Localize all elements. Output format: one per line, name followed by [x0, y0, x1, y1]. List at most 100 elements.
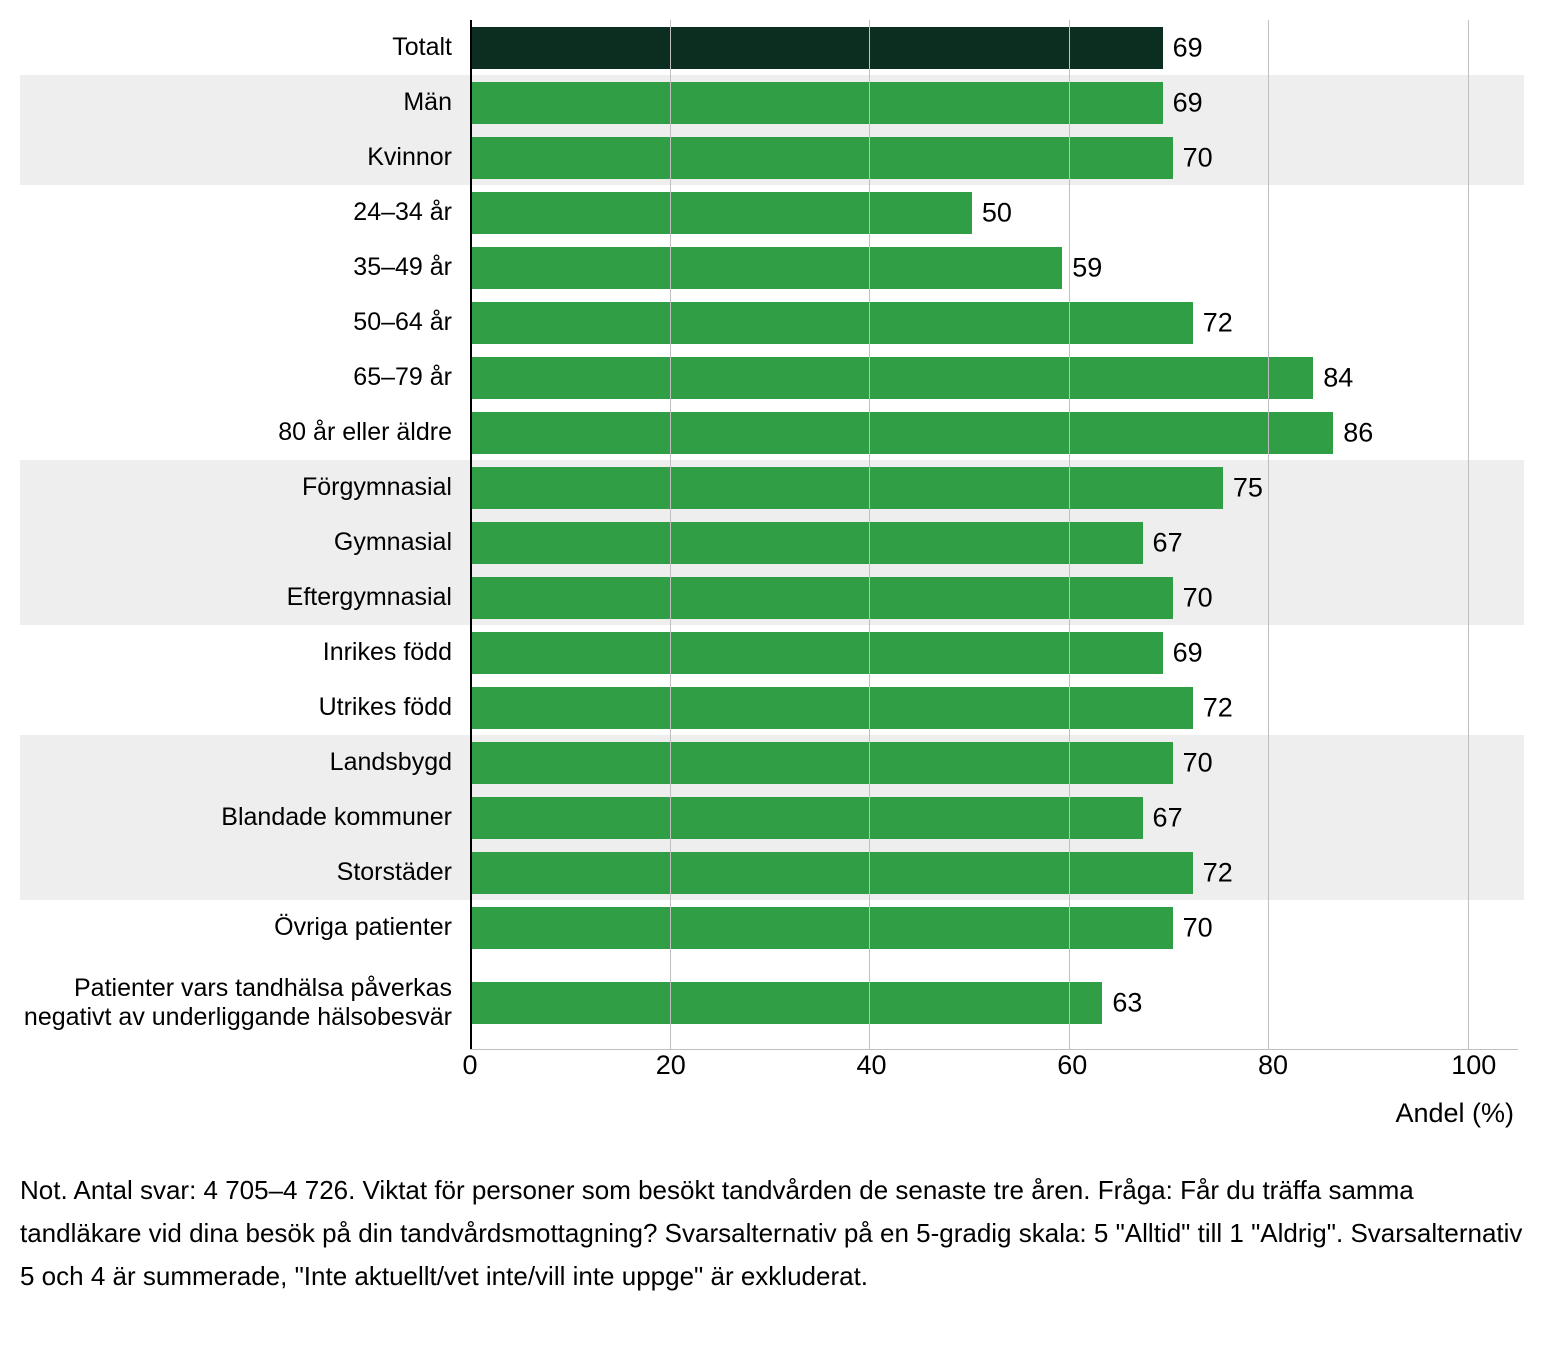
- chart-row: Utrikes född72: [20, 680, 1524, 735]
- bar-cell: 72: [470, 845, 1524, 900]
- x-axis-ticks: 020406080100: [470, 1050, 1524, 1090]
- value-label: 84: [1323, 362, 1353, 393]
- bar-cell: 72: [470, 295, 1524, 350]
- bar-highlight: 69: [470, 27, 1163, 69]
- category-label: Landsbygd: [20, 748, 470, 777]
- chart-row: 35–49 år59: [20, 240, 1524, 295]
- bar: 67: [470, 522, 1143, 564]
- value-label: 72: [1203, 692, 1233, 723]
- chart-row: Eftergymnasial70: [20, 570, 1524, 625]
- chart-row: Inrikes född69: [20, 625, 1524, 680]
- category-label: Övriga patienter: [20, 913, 470, 942]
- value-label: 50: [982, 197, 1012, 228]
- bar-cell: 72: [470, 680, 1524, 735]
- bar: 67: [470, 797, 1143, 839]
- value-label: 69: [1173, 32, 1203, 63]
- bar: 69: [470, 632, 1163, 674]
- bar-cell: 67: [470, 515, 1524, 570]
- x-axis-title: Andel (%): [470, 1098, 1524, 1129]
- value-label: 67: [1153, 802, 1183, 833]
- chart-row: 65–79 år84: [20, 350, 1524, 405]
- chart-row: 50–64 år72: [20, 295, 1524, 350]
- value-label: 59: [1072, 252, 1102, 283]
- x-tick-label: 0: [462, 1050, 477, 1081]
- bar-cell: 70: [470, 900, 1524, 955]
- chart-row: Patienter vars tandhälsa påverkas negati…: [20, 955, 1524, 1050]
- bar-cell: 84: [470, 350, 1524, 405]
- category-label: Förgymnasial: [20, 473, 470, 502]
- bar-cell: 67: [470, 790, 1524, 845]
- bar: 72: [470, 687, 1193, 729]
- bar: 72: [470, 302, 1193, 344]
- chart-row: Storstäder72: [20, 845, 1524, 900]
- chart-footnote: Not. Antal svar: 4 705–4 726. Viktat för…: [20, 1169, 1524, 1298]
- category-label: 65–79 år: [20, 363, 470, 392]
- chart-row: Män69: [20, 75, 1524, 130]
- value-label: 70: [1183, 142, 1213, 173]
- x-tick-label: 100: [1451, 1050, 1496, 1081]
- category-label: Utrikes född: [20, 693, 470, 722]
- bar: 70: [470, 742, 1173, 784]
- chart-row: 24–34 år50: [20, 185, 1524, 240]
- value-label: 75: [1233, 472, 1263, 503]
- category-label: Patienter vars tandhälsa påverkas negati…: [20, 974, 470, 1032]
- value-label: 69: [1173, 87, 1203, 118]
- x-tick-label: 80: [1258, 1050, 1288, 1081]
- bar: 86: [470, 412, 1333, 454]
- bar: 84: [470, 357, 1313, 399]
- bar-cell: 70: [470, 735, 1524, 790]
- bar: 70: [470, 137, 1173, 179]
- chart-row: 80 år eller äldre86: [20, 405, 1524, 460]
- chart-row: Förgymnasial75: [20, 460, 1524, 515]
- bar: 50: [470, 192, 972, 234]
- value-label: 70: [1183, 747, 1213, 778]
- value-label: 70: [1183, 582, 1213, 613]
- x-tick-label: 20: [656, 1050, 686, 1081]
- chart-row: Totalt69: [20, 20, 1524, 75]
- x-tick-label: 60: [1057, 1050, 1087, 1081]
- category-label: Gymnasial: [20, 528, 470, 557]
- bar-cell: 69: [470, 20, 1524, 75]
- bar-cell: 69: [470, 625, 1524, 680]
- bar-cell: 70: [470, 570, 1524, 625]
- bar: 70: [470, 577, 1173, 619]
- category-label: 35–49 år: [20, 253, 470, 282]
- category-label: Blandade kommuner: [20, 803, 470, 832]
- chart-row: Blandade kommuner67: [20, 790, 1524, 845]
- bar: 63: [470, 982, 1102, 1024]
- category-label: 24–34 år: [20, 198, 470, 227]
- bar-cell: 70: [470, 130, 1524, 185]
- value-label: 63: [1112, 987, 1142, 1018]
- x-tick-label: 40: [856, 1050, 886, 1081]
- category-label: Storstäder: [20, 858, 470, 887]
- category-label: Eftergymnasial: [20, 583, 470, 612]
- value-label: 69: [1173, 637, 1203, 668]
- chart-row: Övriga patienter 70: [20, 900, 1524, 955]
- bar-cell: 86: [470, 405, 1524, 460]
- category-label: Kvinnor: [20, 143, 470, 172]
- bar-cell: 50: [470, 185, 1524, 240]
- bar: 75: [470, 467, 1223, 509]
- bar-cell: 59: [470, 240, 1524, 295]
- value-label: 72: [1203, 857, 1233, 888]
- category-label: 80 år eller äldre: [20, 418, 470, 447]
- value-label: 67: [1153, 527, 1183, 558]
- category-label: Män: [20, 88, 470, 117]
- chart-row: Gymnasial67: [20, 515, 1524, 570]
- value-label: 86: [1343, 417, 1373, 448]
- bar: 69: [470, 82, 1163, 124]
- bar-cell: 75: [470, 460, 1524, 515]
- bar-cell: 63: [470, 955, 1524, 1050]
- chart-row: Landsbygd70: [20, 735, 1524, 790]
- value-label: 70: [1183, 912, 1213, 943]
- category-label: Inrikes född: [20, 638, 470, 667]
- bar-chart: Totalt69Män69Kvinnor7024–34 år5035–49 år…: [20, 20, 1524, 1298]
- chart-row: Kvinnor70: [20, 130, 1524, 185]
- rows-container: Totalt69Män69Kvinnor7024–34 år5035–49 år…: [20, 20, 1524, 1050]
- bar: 59: [470, 247, 1062, 289]
- bar-cell: 69: [470, 75, 1524, 130]
- category-label: 50–64 år: [20, 308, 470, 337]
- value-label: 72: [1203, 307, 1233, 338]
- bar: 72: [470, 852, 1193, 894]
- category-label: Totalt: [20, 33, 470, 62]
